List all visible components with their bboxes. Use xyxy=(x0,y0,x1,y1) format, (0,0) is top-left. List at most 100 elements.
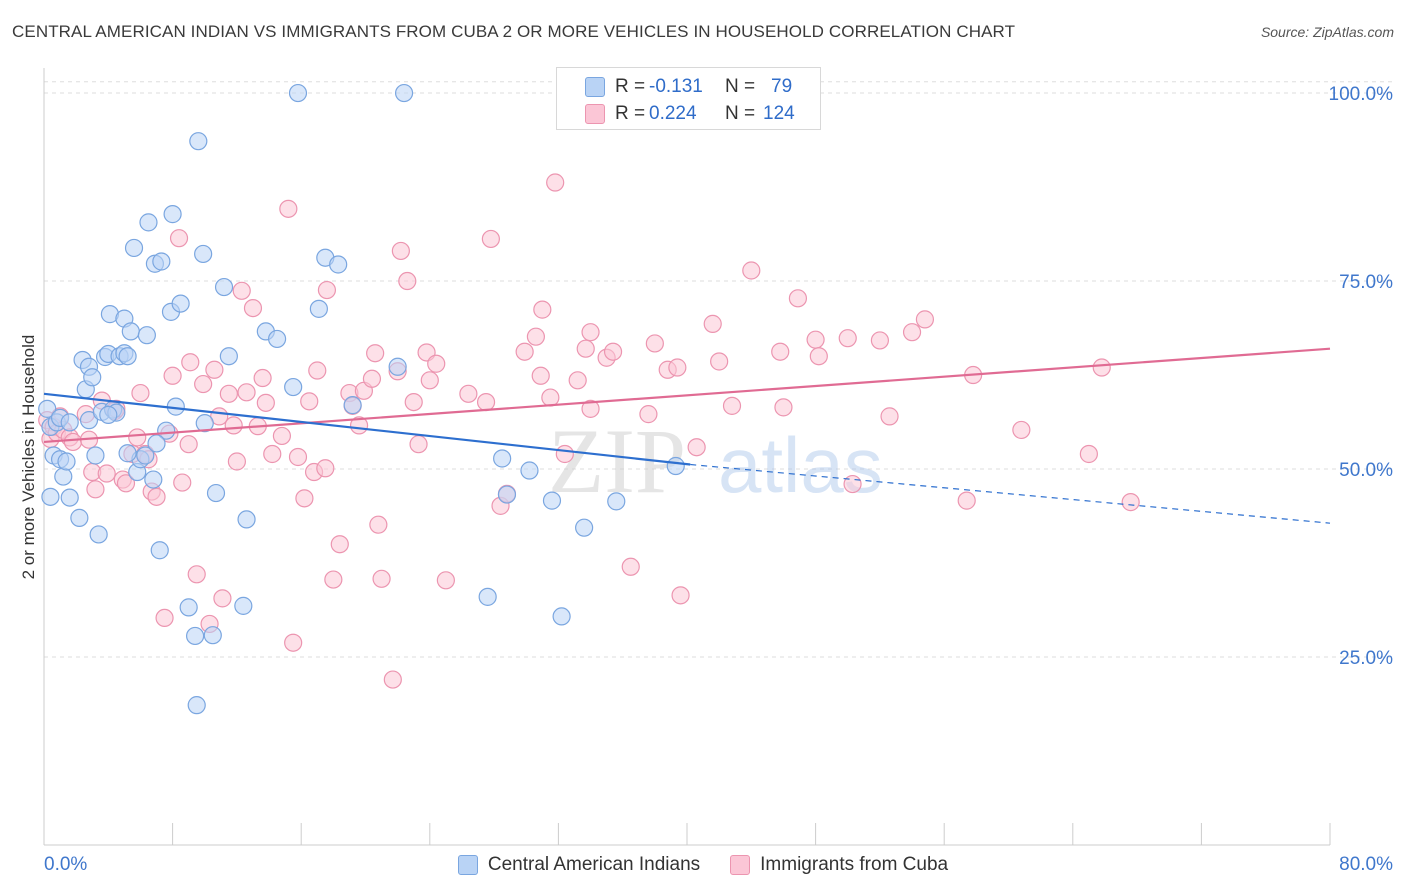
data-point-cuba xyxy=(324,570,343,589)
data-point-cuba xyxy=(555,444,574,464)
top-legend: R = -0.131 N = 79 R = 0.224 N = 124 xyxy=(556,67,821,130)
data-point-cuba xyxy=(63,432,83,452)
data-point-central-american-indian xyxy=(493,449,512,468)
data-point-central-american-indian xyxy=(542,491,562,510)
data-point-central-american-indian xyxy=(234,596,253,615)
legend-swatch-blue xyxy=(457,855,478,875)
legend-item-central-american-indians[interactable]: Central American Indians xyxy=(457,854,701,876)
data-point-central-american-indian xyxy=(70,508,89,527)
data-point-cuba xyxy=(284,633,303,652)
data-point-central-american-indian xyxy=(163,205,182,224)
data-point-central-american-indian xyxy=(54,467,73,486)
data-point-central-american-indian xyxy=(99,405,118,424)
data-point-central-american-indian xyxy=(124,238,144,258)
data-point-cuba xyxy=(147,487,166,506)
pink-points xyxy=(38,173,1140,689)
data-point-cuba xyxy=(300,392,319,411)
data-point-central-american-indian xyxy=(575,518,594,537)
data-point-central-american-indian xyxy=(284,377,303,397)
data-point-cuba xyxy=(621,557,640,576)
data-point-central-american-indian xyxy=(187,696,206,715)
data-point-central-american-indian xyxy=(206,483,226,503)
data-point-cuba xyxy=(256,393,275,412)
data-point-central-american-indian xyxy=(79,411,99,430)
data-point-central-american-indian xyxy=(219,347,238,366)
legend-n-label: N = xyxy=(725,103,756,124)
data-point-central-american-indian xyxy=(171,294,190,313)
data-point-cuba xyxy=(383,670,402,689)
x-tick-label: 0.0% xyxy=(44,854,87,875)
data-point-central-american-indian xyxy=(497,485,517,504)
data-point-cuba xyxy=(957,491,976,510)
data-point-cuba xyxy=(722,396,742,415)
data-point-cuba xyxy=(788,289,808,308)
data-point-central-american-indian xyxy=(607,492,626,511)
trend-lines xyxy=(43,347,1331,524)
data-point-central-american-indian xyxy=(214,277,234,297)
data-point-central-american-indian xyxy=(83,368,102,387)
legend-r-value: 0.224 xyxy=(649,103,697,124)
data-point-cuba xyxy=(86,480,105,499)
legend-r-label: R = xyxy=(615,103,646,124)
y-tick-label: 25.0% xyxy=(1339,648,1393,669)
legend-r-value: -0.131 xyxy=(649,76,703,97)
data-point-cuba xyxy=(317,280,337,300)
data-point-central-american-indian xyxy=(86,446,105,465)
data-point-cuba xyxy=(1079,444,1098,464)
data-point-cuba xyxy=(427,354,446,373)
data-point-cuba xyxy=(219,384,238,403)
data-point-cuba xyxy=(703,314,722,333)
data-point-cuba xyxy=(213,589,232,608)
data-point-cuba xyxy=(710,352,729,371)
data-point-central-american-indian xyxy=(520,461,539,480)
data-point-cuba xyxy=(436,571,455,590)
data-point-cuba xyxy=(533,300,552,319)
data-point-cuba xyxy=(263,444,282,464)
data-point-central-american-indian xyxy=(137,326,156,345)
data-point-cuba xyxy=(155,608,174,628)
legend-swatch-blue xyxy=(585,77,605,97)
data-point-cuba xyxy=(163,366,182,385)
data-point-central-american-indian xyxy=(41,487,60,506)
data-point-cuba xyxy=(205,360,224,379)
data-point-cuba xyxy=(279,199,298,218)
data-point-cuba xyxy=(687,438,706,457)
data-point-central-american-indian xyxy=(139,213,158,232)
y-tick-label: 100.0% xyxy=(1329,84,1394,105)
data-point-central-american-indian xyxy=(203,626,222,645)
legend-n-value: 79 xyxy=(771,76,793,97)
data-point-central-american-indian xyxy=(118,444,137,463)
data-point-central-american-indian xyxy=(329,255,348,274)
data-point-central-american-indian xyxy=(60,488,79,507)
data-point-cuba xyxy=(420,371,439,390)
data-point-central-american-indian xyxy=(57,452,76,471)
data-point-cuba xyxy=(128,428,147,447)
data-point-cuba xyxy=(742,261,761,280)
data-point-central-american-indian xyxy=(309,299,328,318)
data-point-central-american-indian xyxy=(237,510,256,529)
legend-r-label: R = xyxy=(615,76,646,97)
legend-item-immigrants-from-cuba[interactable]: Immigrants from Cuba xyxy=(730,854,948,876)
data-point-cuba xyxy=(771,342,790,361)
data-point-cuba xyxy=(308,361,327,380)
blue-points xyxy=(38,83,685,715)
data-point-cuba xyxy=(645,334,664,353)
data-point-cuba xyxy=(774,398,793,417)
data-point-cuba xyxy=(546,173,565,192)
data-point-cuba xyxy=(169,229,189,248)
bottom-legend: Central American Indians Immigrants from… xyxy=(0,850,1406,880)
data-point-cuba xyxy=(838,329,857,348)
trend-line-central-american-indians xyxy=(43,392,691,466)
data-point-cuba xyxy=(809,347,828,366)
data-point-central-american-indian xyxy=(267,329,287,349)
data-point-cuba xyxy=(581,323,600,342)
data-point-cuba xyxy=(97,464,116,483)
data-point-central-american-indian xyxy=(60,413,79,432)
data-point-cuba xyxy=(581,399,600,418)
data-point-central-american-indian xyxy=(136,446,155,465)
data-point-cuba xyxy=(531,366,550,385)
data-point-cuba xyxy=(194,374,213,394)
legend-n-value: 124 xyxy=(763,103,795,124)
legend-label: Central American Indians xyxy=(487,854,701,875)
trend-line-extension xyxy=(690,463,1331,524)
